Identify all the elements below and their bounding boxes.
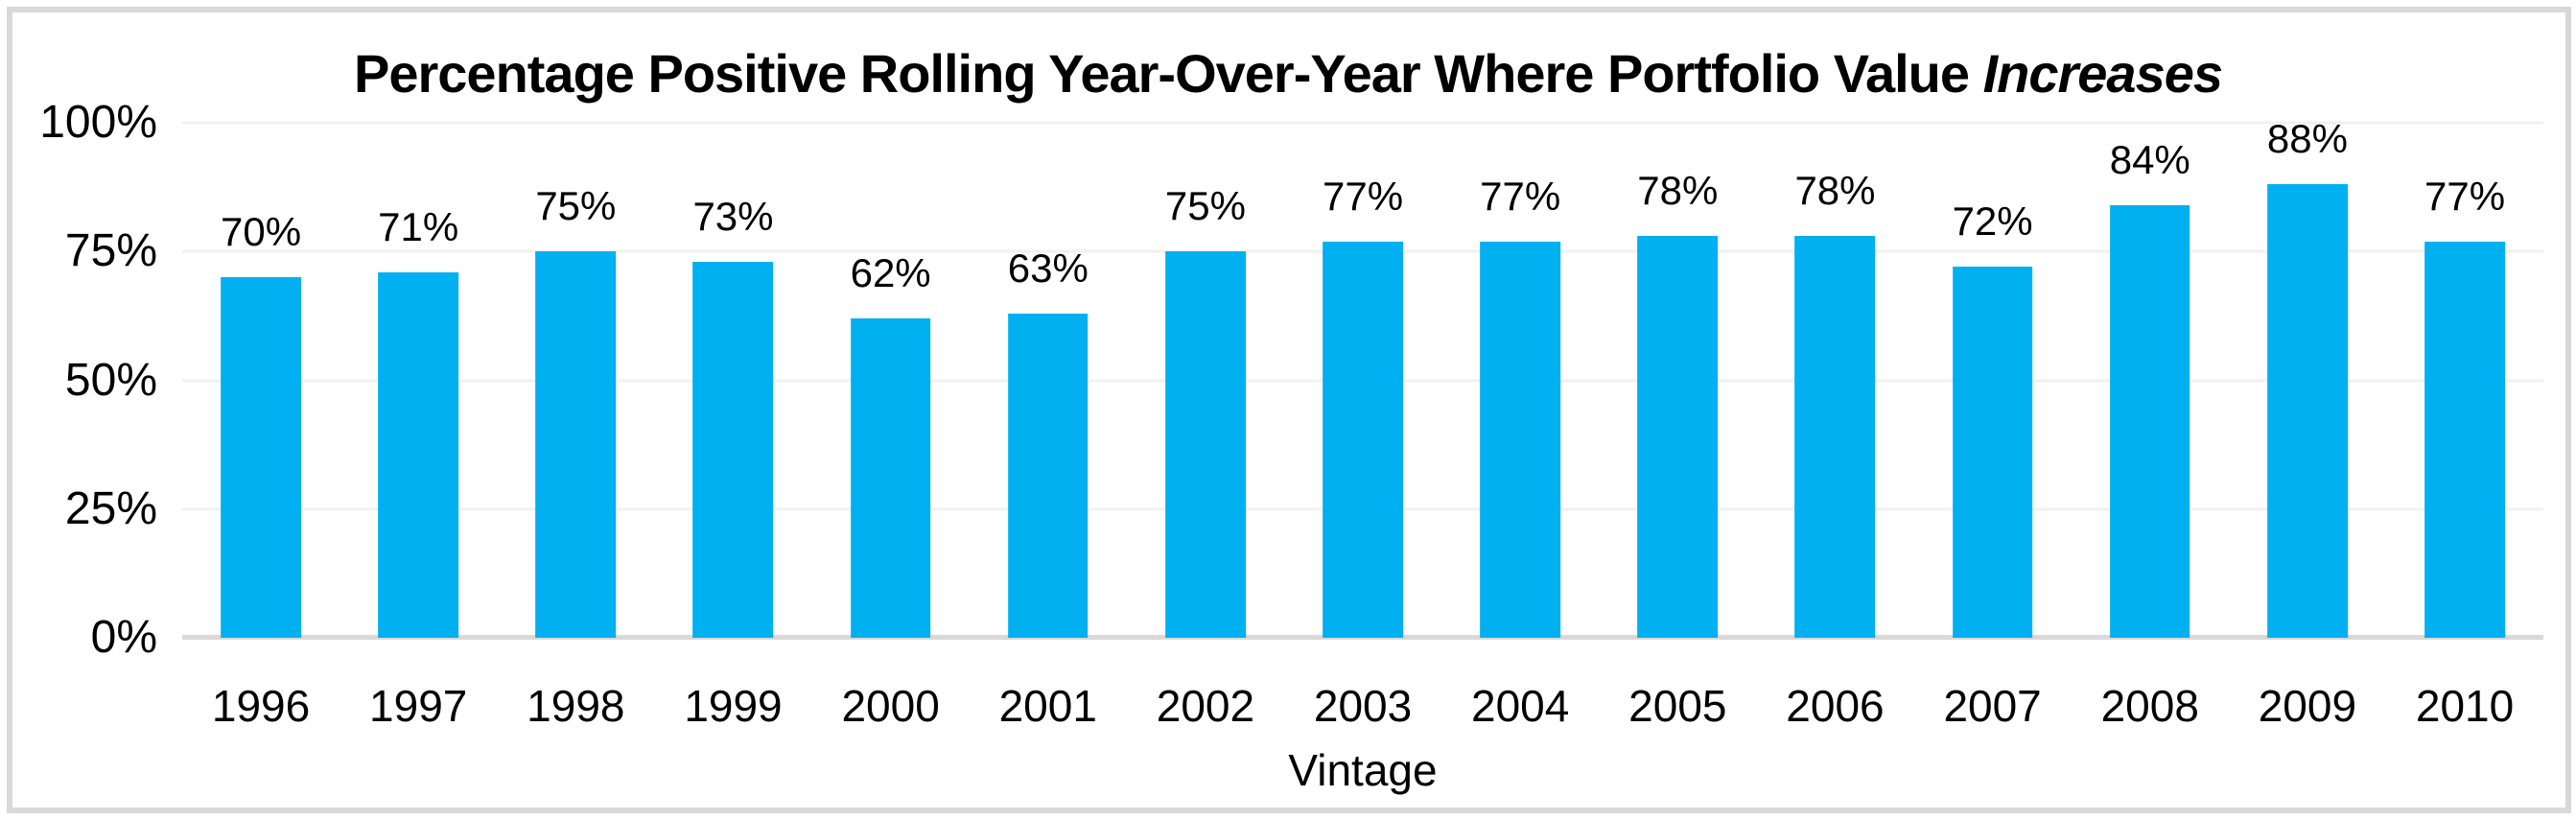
bar-2003	[1323, 241, 1403, 638]
bar-2008	[2109, 204, 2190, 638]
value-label-2007: 72%	[1952, 199, 2033, 245]
bar-1999	[692, 262, 774, 638]
bar-slot-2000: 62% 2000	[812, 123, 970, 728]
x-tick-label-2008: 2008	[2100, 681, 2199, 731]
bar-2001	[1007, 313, 1089, 638]
y-tick-label: 25%	[64, 482, 157, 534]
bar-1998	[535, 251, 617, 638]
bar-slot-1999: 73% 1999	[654, 123, 811, 729]
bar-2010	[2424, 241, 2505, 638]
x-tick-label-1996: 1996	[211, 681, 311, 731]
bar-slot-2008: 84% 2008	[2072, 123, 2229, 728]
bar-2006	[1794, 236, 1876, 638]
y-tick-label: 100%	[39, 97, 157, 148]
bar-slot-2009: 88% 2009	[2229, 119, 2386, 728]
value-label-1997: 71%	[378, 203, 459, 249]
x-tick-label-2000: 2000	[841, 681, 940, 731]
bar-2005	[1637, 236, 1719, 638]
value-label-2001: 63%	[1007, 245, 1089, 291]
chart-title: Percentage Positive Rolling Year-Over-Ye…	[38, 42, 2538, 105]
x-tick-label-2005: 2005	[1628, 681, 1727, 731]
bar-slot-2003: 77% 2003	[1284, 123, 1441, 728]
bar-slot-2010: 77% 2010	[2386, 123, 2543, 728]
value-label-2009: 88%	[2266, 116, 2348, 162]
chart-title-main: Percentage Positive Rolling Year-Over-Ye…	[353, 43, 1970, 104]
x-tick-label-2001: 2001	[998, 681, 1097, 731]
x-tick-label-1998: 1998	[527, 681, 625, 731]
x-tick-label-2010: 2010	[2415, 681, 2515, 731]
bar-1997	[378, 271, 459, 638]
bar-slot-2005: 78% 2005	[1599, 123, 1756, 728]
bar-slot-2007: 72% 2007	[1914, 123, 2072, 728]
bar-2007	[1952, 267, 2033, 638]
x-tick-label-1999: 1999	[684, 681, 783, 731]
gridline-100	[182, 121, 2543, 125]
bar-slot-2006: 78% 2006	[1756, 123, 1913, 728]
y-tick-label: 0%	[90, 612, 157, 663]
bar-slot-2002: 75% 2002	[1127, 123, 1284, 728]
plot-area: 100% 75% 50% 25% 0% 70% 1996 71% 1997 75% 1998 73% 1…	[39, 100, 2543, 729]
bar-2009	[2267, 184, 2348, 638]
x-tick-label-1997: 1997	[369, 681, 468, 731]
value-label-1998: 75%	[535, 183, 617, 229]
x-axis-title: Vintage	[1288, 745, 1438, 795]
x-tick-label-2002: 2002	[1156, 681, 1255, 731]
bar-2002	[1165, 251, 1246, 638]
value-label-2004: 77%	[1480, 173, 1561, 219]
value-label-2006: 78%	[1794, 168, 1876, 214]
bar-slot-2004: 77% 2004	[1441, 123, 1599, 728]
value-label-2000: 62%	[850, 250, 931, 296]
value-label-2008: 84%	[2109, 136, 2190, 182]
x-tick-label-2007: 2007	[1943, 681, 2042, 731]
bar-slot-2001: 63% 2001	[970, 123, 1127, 728]
bar-1996	[221, 277, 301, 638]
x-tick-label-2009: 2009	[2258, 681, 2357, 731]
bar-slots: 70% 1996 71% 1997 75% 1998 73% 1999 62% 2000 63% 20…	[182, 119, 2543, 729]
y-tick-label: 75%	[64, 225, 157, 277]
value-label-2010: 77%	[2424, 173, 2506, 219]
bar-2004	[1480, 241, 1561, 638]
value-label-2003: 77%	[1323, 173, 1404, 219]
chart-title-italic: Increases	[1982, 43, 2223, 104]
value-label-2002: 75%	[1164, 183, 1246, 229]
bar-slot-1997: 71% 1997	[340, 123, 497, 728]
bar-2000	[850, 318, 931, 638]
y-tick-label: 50%	[64, 354, 157, 406]
bar-slot-1996: 70% 1996	[182, 123, 340, 728]
value-label-1996: 70%	[221, 209, 302, 255]
value-label-1999: 73%	[692, 194, 774, 239]
bar-slot-1998: 75% 1998	[497, 123, 654, 728]
x-tick-label-2006: 2006	[1786, 681, 1885, 731]
value-label-2005: 78%	[1637, 168, 1719, 214]
x-tick-label-2003: 2003	[1313, 681, 1413, 731]
x-tick-label-2004: 2004	[1471, 681, 1570, 731]
